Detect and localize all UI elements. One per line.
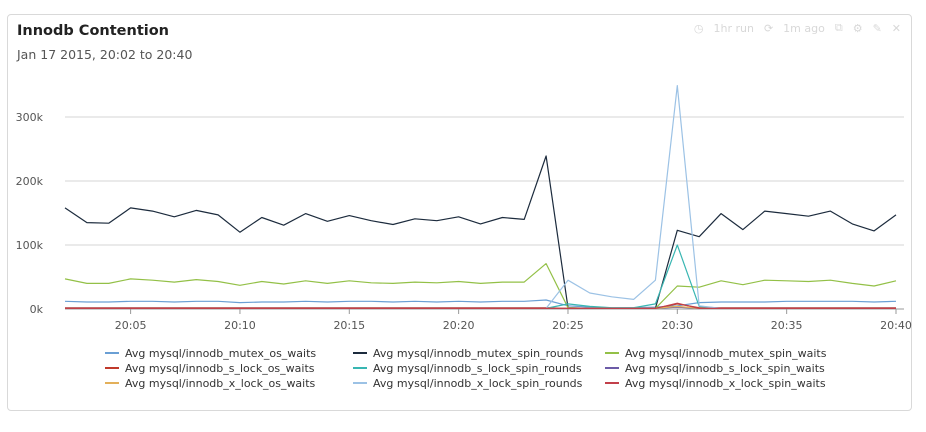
legend-swatch [105, 382, 119, 384]
x-tick-label: 20:15 [333, 319, 365, 332]
x-tick-label: 20:20 [443, 319, 475, 332]
close-icon[interactable]: ✕ [891, 21, 901, 35]
series-line-innodb-mutex-os-waits[interactable] [64, 299, 897, 309]
run-duration-label[interactable]: 1hr run [713, 21, 754, 35]
x-axis: 20:05 20:10 20:15 20:20 20:25 20:30 20:35 20:40 [115, 309, 912, 332]
chart-title: Innodb Contention [17, 23, 170, 39]
legend-swatch [105, 352, 119, 354]
legend-swatch [605, 382, 619, 384]
panel-toolbar: ◷ 1hr run ⟳ 1m ago ⧉ ⚙ ✎ ✕ [694, 21, 901, 35]
legend-label: Avg mysql/innodb_mutex_os_waits [125, 346, 317, 360]
legend-swatch [353, 382, 367, 384]
legend-item[interactable]: Avg mysql/innodb_s_lock_os_waits [105, 361, 353, 375]
last-updated-label[interactable]: 1m ago [783, 21, 825, 35]
clock-icon[interactable]: ◷ [693, 21, 704, 35]
series-lines [64, 84, 897, 309]
series-line-innodb-x-lock-spin-waits[interactable] [65, 302, 896, 309]
copy-icon[interactable]: ⧉ [834, 21, 843, 34]
legend-swatch [353, 352, 367, 354]
legend-item[interactable]: Avg mysql/innodb_x_lock_spin_waits [605, 376, 845, 390]
chart-legend: Avg mysql/innodb_mutex_os_waits Avg mysql… [105, 346, 865, 390]
legend-label: Avg mysql/innodb_mutex_spin_rounds [373, 346, 584, 360]
series-line-innodb-mutex-spin-rounds[interactable] [64, 155, 897, 309]
legend-item[interactable]: Avg mysql/innodb_mutex_os_waits [105, 346, 353, 360]
legend-swatch [605, 367, 619, 369]
legend-swatch [605, 352, 619, 354]
y-tick-label: 300k [16, 111, 44, 124]
legend-label: Avg mysql/innodb_s_lock_os_waits [125, 361, 315, 375]
x-tick-label: 20:10 [224, 319, 256, 332]
legend-label: Avg mysql/innodb_x_lock_spin_rounds [373, 376, 583, 390]
chart-subtitle: Jan 17 2015, 20:02 to 20:40 [17, 47, 193, 62]
legend-label: Avg mysql/innodb_x_lock_os_waits [125, 376, 316, 390]
x-tick-label: 20:35 [771, 319, 803, 332]
legend-item[interactable]: Avg mysql/innodb_s_lock_spin_waits [605, 361, 845, 375]
x-tick-label: 20:25 [552, 319, 584, 332]
legend-label: Avg mysql/innodb_s_lock_spin_rounds [373, 361, 582, 375]
series-line-innodb-x-lock-spin-rounds[interactable] [65, 84, 896, 309]
legend-label: Avg mysql/innodb_x_lock_spin_waits [625, 376, 826, 390]
legend-label: Avg mysql/innodb_mutex_spin_waits [625, 346, 827, 360]
legend-item[interactable]: Avg mysql/innodb_x_lock_spin_rounds [353, 376, 605, 390]
legend-label: Avg mysql/innodb_s_lock_spin_waits [625, 361, 825, 375]
settings-icon[interactable]: ⚙ [852, 21, 863, 35]
legend-item[interactable]: Avg mysql/innodb_x_lock_os_waits [105, 376, 353, 390]
legend-swatch [105, 367, 119, 369]
y-tick-label: 0k [30, 303, 44, 316]
edit-icon[interactable]: ✎ [872, 21, 882, 35]
series-line-innodb-mutex-spin-waits[interactable] [64, 263, 897, 309]
legend-item[interactable]: Avg mysql/innodb_mutex_spin_waits [605, 346, 845, 360]
y-tick-label: 100k [16, 239, 44, 252]
legend-item[interactable]: Avg mysql/innodb_s_lock_spin_rounds [353, 361, 605, 375]
y-tick-label: 200k [16, 175, 44, 188]
legend-swatch [353, 367, 367, 369]
legend-item[interactable]: Avg mysql/innodb_mutex_spin_rounds [353, 346, 605, 360]
x-tick-label: 20:05 [115, 319, 147, 332]
series-line-innodb-s-lock-os-waits[interactable] [65, 303, 896, 309]
x-tick-label: 20:30 [661, 319, 693, 332]
x-tick-label: 20:40 [880, 319, 912, 332]
y-axis-labels: 0k 100k 200k 300k [16, 111, 44, 316]
line-chart: 0k 100k 200k 300k 20:05 20:10 20:15 20:20 20:25… [16, 84, 912, 332]
refresh-icon[interactable]: ⟳ [763, 21, 774, 35]
series-line-innodb-s-lock-spin-rounds[interactable] [65, 244, 896, 309]
